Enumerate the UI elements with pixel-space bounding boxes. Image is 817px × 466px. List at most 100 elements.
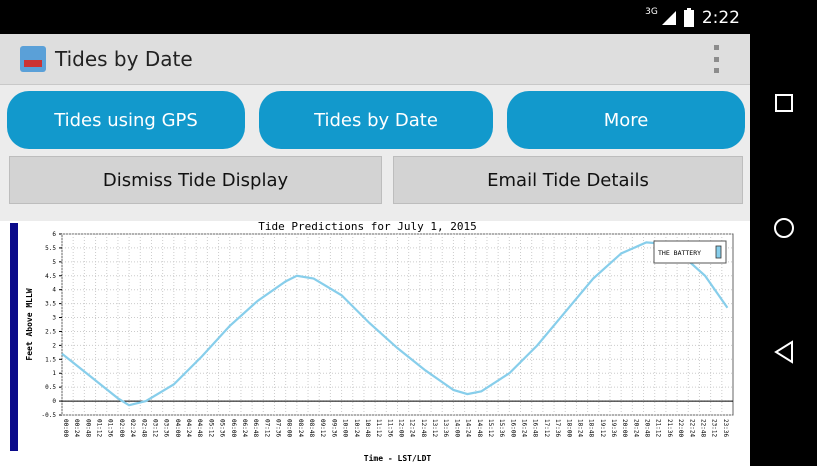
x-tick-label: 20:00 <box>621 419 628 437</box>
x-tick-label: 21:36 <box>666 419 673 437</box>
x-axis-label: Time - LST/LDT <box>364 453 432 463</box>
x-tick-label: 22:00 <box>677 419 684 437</box>
battery-icon <box>683 7 694 27</box>
y-tick-label: -0.5 <box>42 412 57 419</box>
action-bar: Tides by Date <box>0 34 750 85</box>
x-tick-label: 08:24 <box>297 419 304 437</box>
x-tick-label: 22:48 <box>699 419 706 437</box>
x-tick-label: 02:24 <box>129 419 136 437</box>
x-tick-label: 15:12 <box>487 419 494 437</box>
recents-icon <box>774 94 793 112</box>
y-tick-label: 0.5 <box>45 384 56 391</box>
x-tick-label: 04:24 <box>185 419 192 437</box>
x-tick-label: 13:12 <box>431 419 438 437</box>
navigation-bar <box>750 0 817 466</box>
x-tick-label: 04:48 <box>196 419 203 437</box>
x-tick-label: 18:24 <box>576 419 583 437</box>
app-title: Tides by Date <box>55 47 193 71</box>
x-tick-label: 15:36 <box>498 419 505 437</box>
x-tick-label: 16:00 <box>509 419 516 437</box>
app-window: Tides by Date Tides using GPS Tides by D… <box>0 34 750 466</box>
x-tick-label: 16:24 <box>521 419 528 437</box>
x-tick-label: 11:36 <box>386 419 393 437</box>
x-tick-label: 19:36 <box>610 419 617 437</box>
x-tick-label: 06:00 <box>230 419 237 437</box>
legend-label: THE BATTERY <box>658 249 701 257</box>
network-type: 3G <box>645 7 658 17</box>
x-tick-label: 16:48 <box>532 419 539 437</box>
back-button[interactable] <box>750 332 817 372</box>
home-button[interactable] <box>750 208 817 248</box>
y-tick-label: 1.5 <box>45 356 56 363</box>
x-tick-label: 10:48 <box>364 419 371 437</box>
y-tick-label: 3.5 <box>45 301 56 308</box>
x-tick-label: 10:00 <box>342 419 349 437</box>
signal-icon <box>661 11 676 25</box>
clock: 2:22 <box>701 8 740 28</box>
x-tick-label: 03:12 <box>151 419 158 437</box>
more-button[interactable]: More <box>507 91 745 149</box>
x-tick-label: 04:00 <box>174 419 181 437</box>
x-tick-label: 12:48 <box>420 419 427 437</box>
x-tick-label: 06:48 <box>252 419 259 437</box>
tide-series-line <box>61 241 729 407</box>
tides-gps-button[interactable]: Tides using GPS <box>7 91 245 149</box>
y-tick-label: 2.5 <box>45 328 56 335</box>
tide-chart-svg: -0.5 0 0.5 1 1.5 2 2.5 3 3.5 4 4.5 5 5.5 6 00:00 00:24 0… <box>25 221 734 463</box>
x-tick-label: 09:12 <box>319 419 326 437</box>
y-tick-label: 1 <box>52 370 56 377</box>
x-tick-label: 22:24 <box>688 419 695 437</box>
y-tick-label: 2 <box>52 342 56 349</box>
x-tick-label: 17:12 <box>543 419 550 437</box>
x-tick-label: 06:24 <box>241 419 248 437</box>
x-tick-label: 11:12 <box>375 419 382 437</box>
x-tick-label: 20:48 <box>644 419 651 437</box>
back-icon <box>773 340 793 364</box>
y-tick-label: 6 <box>52 231 56 238</box>
x-tick-label: 02:00 <box>118 419 125 437</box>
x-tick-label: 01:36 <box>107 419 114 437</box>
x-tick-label: 00:24 <box>73 419 80 437</box>
x-tick-label: 10:24 <box>353 419 360 437</box>
overflow-menu-icon[interactable] <box>714 45 720 73</box>
y-tick-label: 5.5 <box>45 245 56 252</box>
x-tick-label: 17:36 <box>554 419 561 437</box>
email-tide-details-button[interactable]: Email Tide Details <box>393 156 743 204</box>
status-bar: 3G 2:22 <box>0 0 750 36</box>
legend-swatch <box>715 245 722 259</box>
x-tick-label: 21:12 <box>655 419 662 437</box>
y-tick-label: 5 <box>52 259 56 266</box>
y-tick-label: 3 <box>52 315 56 322</box>
x-tick-label: 14:48 <box>476 419 483 437</box>
recents-button[interactable] <box>750 83 817 123</box>
tide-chart: -0.5 0 0.5 1 1.5 2 2.5 3 3.5 4 4.5 5 5.5 6 00:00 00:24 0… <box>0 221 750 466</box>
x-tick-label: 05:12 <box>207 419 214 437</box>
x-tick-label: 18:48 <box>588 419 595 437</box>
chart-title: Tide Predictions for July 1, 2015 <box>258 221 477 233</box>
x-tick-label: 12:00 <box>398 419 405 437</box>
y-axis-label: Feet Above MLLW <box>25 288 34 360</box>
app-icon <box>20 46 46 72</box>
x-tick-label: 01:12 <box>96 419 103 437</box>
x-tick-label: 00:00 <box>62 419 69 437</box>
y-tick-label: 4 <box>52 287 56 294</box>
x-tick-label: 07:12 <box>263 419 270 437</box>
status-icons: 3G 2:22 <box>645 7 740 28</box>
x-tick-label: 23:12 <box>711 419 718 437</box>
x-tick-label: 20:24 <box>632 419 639 437</box>
y-tick-label: 0 <box>52 398 56 405</box>
home-icon <box>773 218 794 238</box>
dismiss-tide-display-button[interactable]: Dismiss Tide Display <box>9 156 382 204</box>
x-tick-label: 03:36 <box>163 419 170 437</box>
x-tick-label: 18:00 <box>565 419 572 437</box>
x-tick-label: 07:36 <box>274 419 281 437</box>
y-tick-label: 4.5 <box>45 273 56 280</box>
x-tick-label: 12:24 <box>409 419 416 437</box>
x-tick-label: 13:36 <box>442 419 449 437</box>
x-tick-label: 14:00 <box>453 419 460 437</box>
chart-side-strip <box>10 223 18 451</box>
x-tick-label: 23:36 <box>722 419 729 437</box>
x-tick-label: 09:36 <box>330 419 337 437</box>
tides-by-date-button[interactable]: Tides by Date <box>259 91 493 149</box>
x-tick-label: 05:36 <box>219 419 226 437</box>
